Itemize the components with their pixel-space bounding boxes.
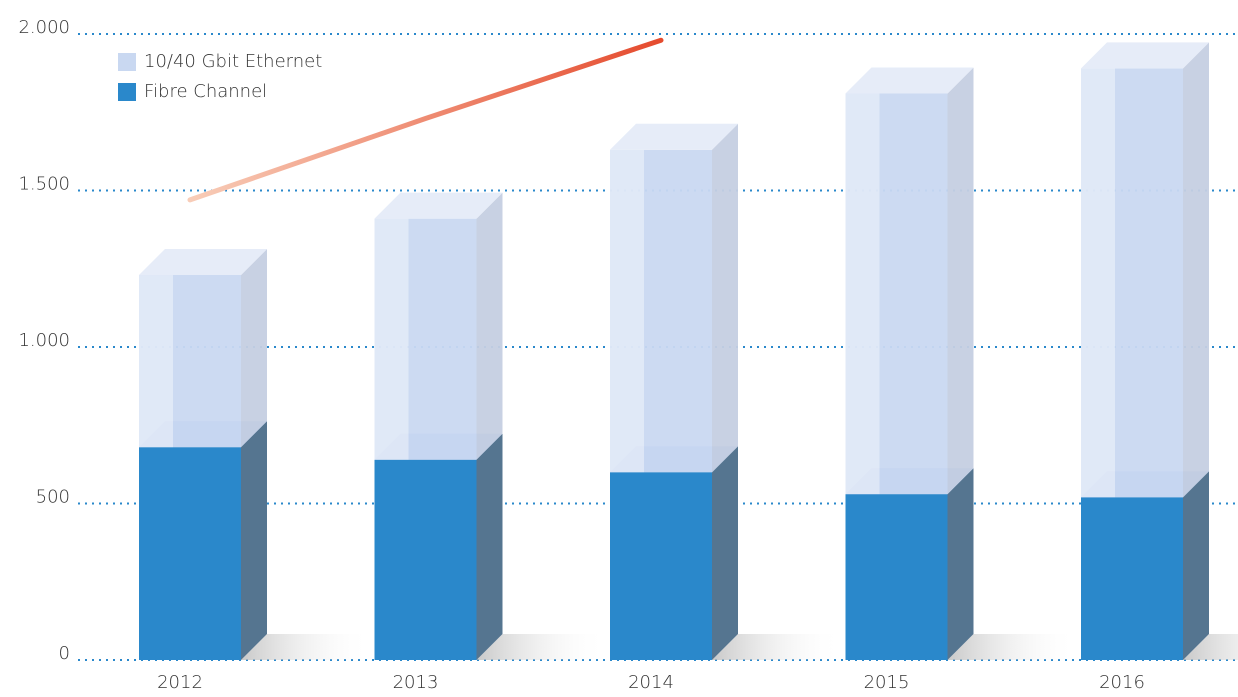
bar-front (610, 472, 712, 660)
bar-front (374, 218, 477, 460)
x-tick-label: 2013 (393, 672, 439, 693)
bar-front (1081, 68, 1183, 498)
x-tick-label: 2015 (864, 672, 910, 693)
legend: 10/40 Gbit Ethernet Fibre Channel (118, 51, 322, 102)
bar-side (947, 67, 974, 495)
bar-side (476, 192, 503, 460)
bar-side (712, 446, 738, 660)
bar-top (845, 67, 974, 94)
bars: 2012 2013 2014 2015 2016 (139, 37, 1238, 693)
bar-side (947, 468, 974, 660)
bar-top (374, 192, 503, 219)
bar-top (610, 123, 738, 150)
bar-side (712, 123, 738, 473)
y-tick-label: 1.000 (18, 330, 70, 351)
bar-front (139, 447, 241, 660)
bar-side (1183, 42, 1209, 498)
x-tick-label: 2016 (1099, 672, 1145, 693)
bar-shadow (1183, 634, 1238, 660)
legend-label: 10/40 Gbit Ethernet (144, 51, 322, 72)
bar-shadow (947, 634, 1078, 660)
y-tick-label: 0 (59, 643, 70, 664)
y-tick-label: 500 (36, 487, 70, 508)
legend-swatch (118, 53, 136, 71)
bar-front (845, 494, 948, 660)
bar-front (374, 459, 477, 660)
y-tick-label: 2.000 (18, 17, 70, 38)
bar-front (139, 275, 241, 448)
bar-side (241, 249, 267, 448)
bar-front (845, 93, 948, 495)
trend-line (187, 37, 664, 203)
bar-front-highlight (845, 93, 880, 495)
bar-shadow (476, 634, 607, 660)
bar-side (241, 421, 267, 660)
bar-front-highlight (1081, 68, 1115, 498)
x-tick-label: 2014 (628, 672, 674, 693)
bar-front (610, 149, 712, 473)
bar-side (476, 433, 503, 660)
bar-top (139, 249, 267, 276)
x-tick-label: 2012 (157, 672, 203, 693)
bar-shadow (712, 634, 842, 660)
bar-front-highlight (374, 218, 409, 460)
bar-front-highlight (139, 275, 173, 448)
y-tick-label: 1.500 (18, 174, 70, 195)
bar-side (1183, 471, 1209, 660)
bar-front (1081, 497, 1183, 660)
bar-front-highlight (610, 149, 644, 473)
bar-top (1081, 42, 1209, 69)
legend-swatch (118, 83, 136, 101)
bar-shadow (241, 634, 371, 660)
legend-label: Fibre Channel (144, 81, 267, 102)
